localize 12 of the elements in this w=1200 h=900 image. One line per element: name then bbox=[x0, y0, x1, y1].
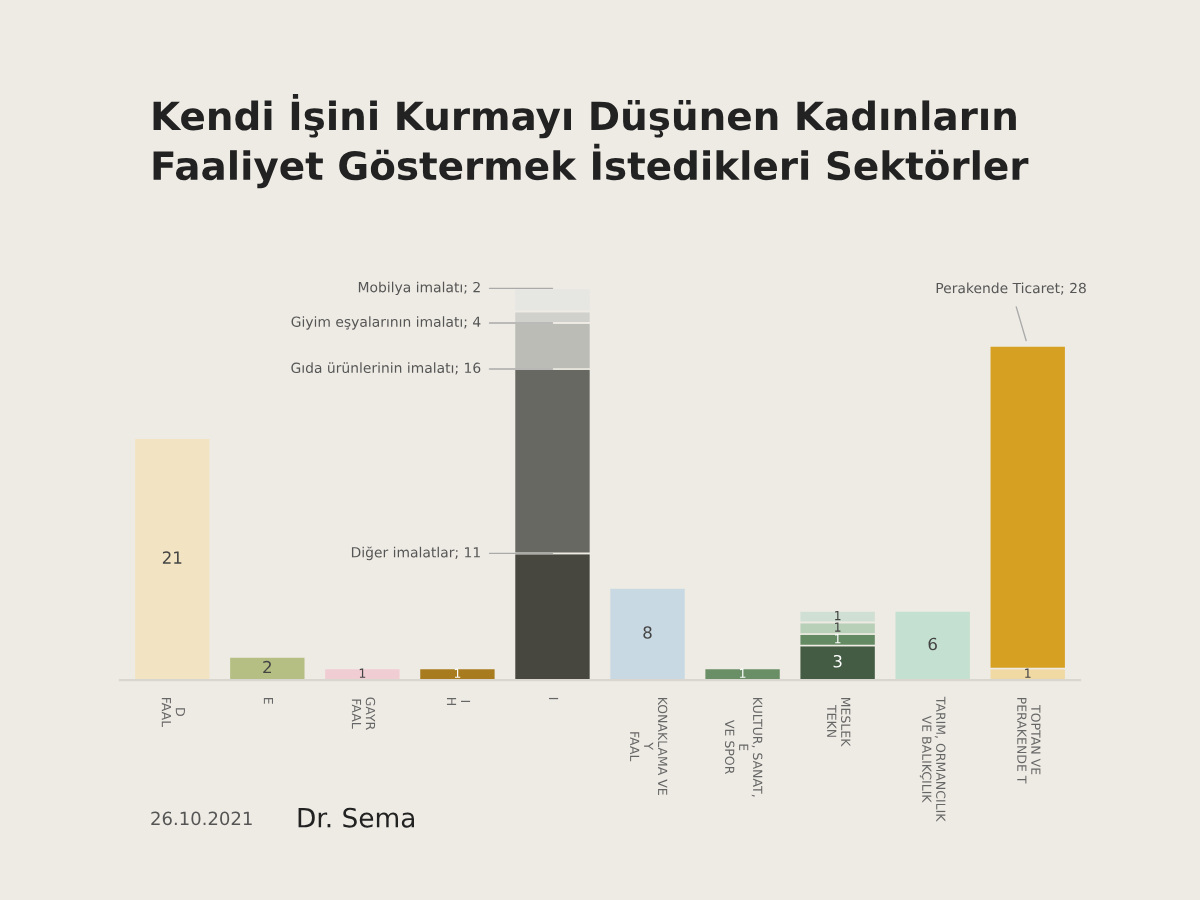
chart-title: Kendi İşini Kurmayı Düşünen Kadınların Faaliyet Göstermek İstedikleri Sektörler bbox=[153, 94, 1029, 189]
data-label: 6 bbox=[928, 637, 937, 651]
text: 26.10.2021 bbox=[151, 811, 252, 826]
bar bbox=[228, 656, 307, 681]
data-label: 2 bbox=[263, 660, 271, 674]
bar bbox=[608, 587, 687, 681]
text: Dr. Sema bbox=[298, 807, 415, 828]
data-label: 21 bbox=[162, 551, 182, 564]
bar bbox=[893, 610, 972, 681]
data-label: 3 bbox=[833, 654, 842, 668]
data-label: 8 bbox=[643, 626, 652, 639]
bar bbox=[133, 437, 212, 681]
